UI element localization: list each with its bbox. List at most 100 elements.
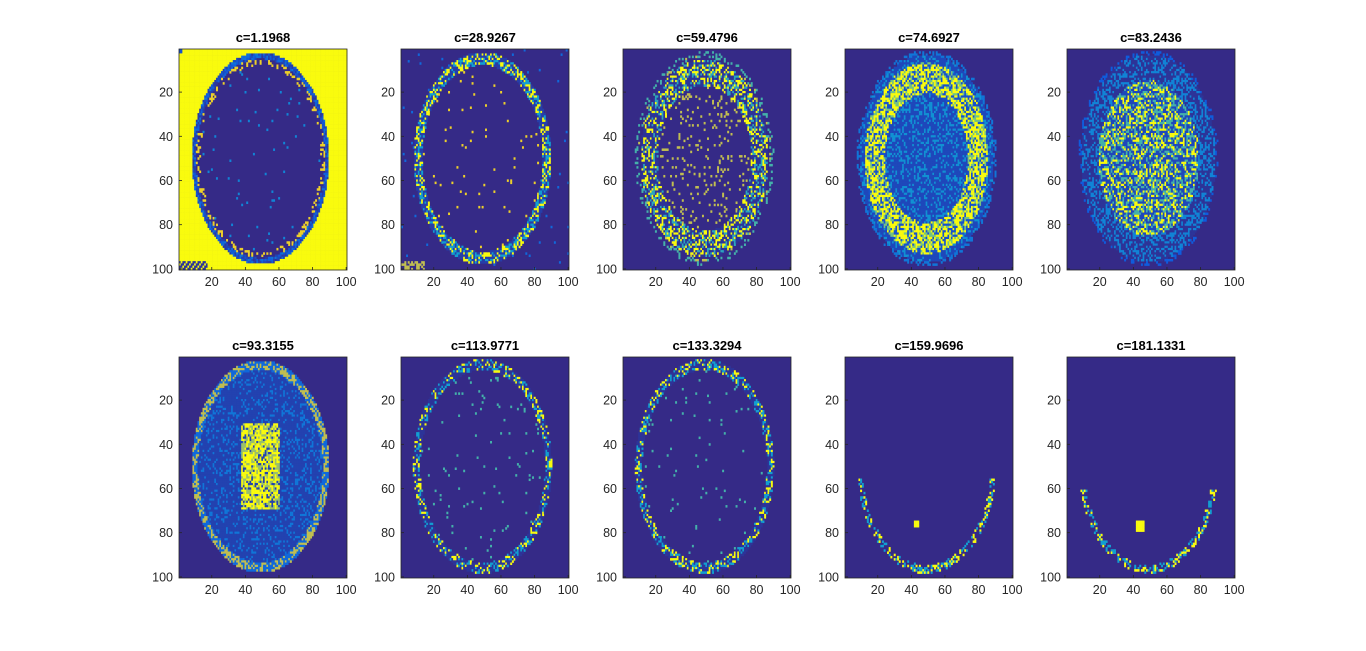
heatmap-cell [187,148,190,151]
heatmap-cell [343,155,346,158]
heatmap-cell [237,57,240,61]
heatmap-cell [328,93,331,96]
heatmap-cell [180,170,183,174]
heatmap-cell [195,197,198,200]
heatmap-cell [197,126,200,129]
heatmap-cell [333,97,336,101]
heatmap-cell [179,197,181,200]
heatmap-cell [189,157,192,160]
heatmap-cell [333,192,336,196]
heatmap-cell [345,49,348,52]
heatmap-cell [407,60,410,63]
heatmap-cell [306,60,309,63]
heatmap-cell [336,190,339,193]
heatmap-cell [318,53,321,56]
heatmap-cell [221,66,223,70]
heatmap-cell [305,73,307,76]
heatmap-cell [184,102,187,105]
heatmap-cell [330,68,333,72]
heatmap-cell [323,79,326,83]
heatmap-cell [214,216,217,220]
heatmap-cell [241,53,244,56]
heatmap-cell [202,208,205,211]
heatmap-cell [195,49,198,52]
heatmap-cell [215,62,218,65]
heatmap-cell [336,161,339,165]
heatmap-cell [271,53,274,56]
heatmap-cell [336,106,339,109]
heatmap-cell [204,55,207,59]
heatmap-cell [197,148,200,151]
heatmap-cell [338,113,341,116]
heatmap-cell [194,174,197,178]
heatmap-cell [320,208,323,211]
heatmap-cell [338,190,341,193]
heatmap-cell [331,73,334,76]
heatmap-cell [311,60,314,63]
heatmap-cell [326,177,329,180]
heatmap-cell [345,148,348,151]
heatmap-cell [200,77,203,81]
heatmap-cell [194,66,197,70]
heatmap-cell [197,75,200,79]
heatmap-cell [291,68,294,72]
heatmap-cell [273,148,276,151]
heatmap-cell [306,68,309,72]
heatmap-cell [330,188,333,191]
heatmap-cell [298,71,301,74]
heatmap-cell [194,93,197,96]
heatmap-cell [311,210,314,213]
heatmap-cell [210,93,213,96]
heatmap-cell [294,62,297,65]
heatmap-cell [200,106,203,109]
heatmap-cell [232,57,235,61]
heatmap-cell [215,64,218,67]
heatmap-cell [269,53,272,56]
heatmap-cell [325,73,328,76]
heatmap-cell [341,97,344,101]
heatmap-cell [293,53,296,56]
heatmap-cell [323,121,326,125]
heatmap-cell [303,51,306,54]
heatmap-cell [189,177,192,180]
heatmap-cell [195,205,198,209]
heatmap-cell [325,84,328,87]
heatmap-cell [330,148,333,151]
heatmap-cell [288,64,291,67]
heatmap-cell [336,177,339,180]
heatmap-cell [190,157,193,160]
heatmap-cell [239,68,242,72]
heatmap-cell [330,135,333,138]
heatmap-cell [221,62,223,65]
heatmap-cell [320,121,323,125]
heatmap-cell [330,208,333,211]
heatmap-cell [343,135,346,138]
heatmap-cell [197,64,200,67]
heatmap-cell [325,192,328,196]
heatmap-cell [325,177,328,180]
heatmap-cell [192,159,195,163]
heatmap-cell [331,108,334,112]
heatmap-cell [254,256,257,260]
heatmap-cell [189,51,192,54]
heatmap-cell [310,49,313,52]
heatmap-cell [182,192,185,196]
heatmap-cell [229,71,232,74]
heatmap-cell [189,130,192,134]
heatmap-cell [331,139,334,143]
heatmap-cell [217,62,220,65]
heatmap-cell [192,99,195,103]
heatmap-cell [323,183,326,187]
heatmap-cell [190,190,193,193]
heatmap-cell [296,77,299,81]
heatmap-cell [326,106,329,109]
heatmap-cell [185,68,188,72]
heatmap-cell [274,60,277,63]
heatmap-cell [331,86,334,90]
heatmap-cell [328,152,331,156]
heatmap-cell [279,51,282,54]
heatmap-cell [242,55,245,59]
heatmap-cell [296,49,299,52]
heatmap-cell [180,71,183,74]
heatmap-cell [343,93,346,96]
